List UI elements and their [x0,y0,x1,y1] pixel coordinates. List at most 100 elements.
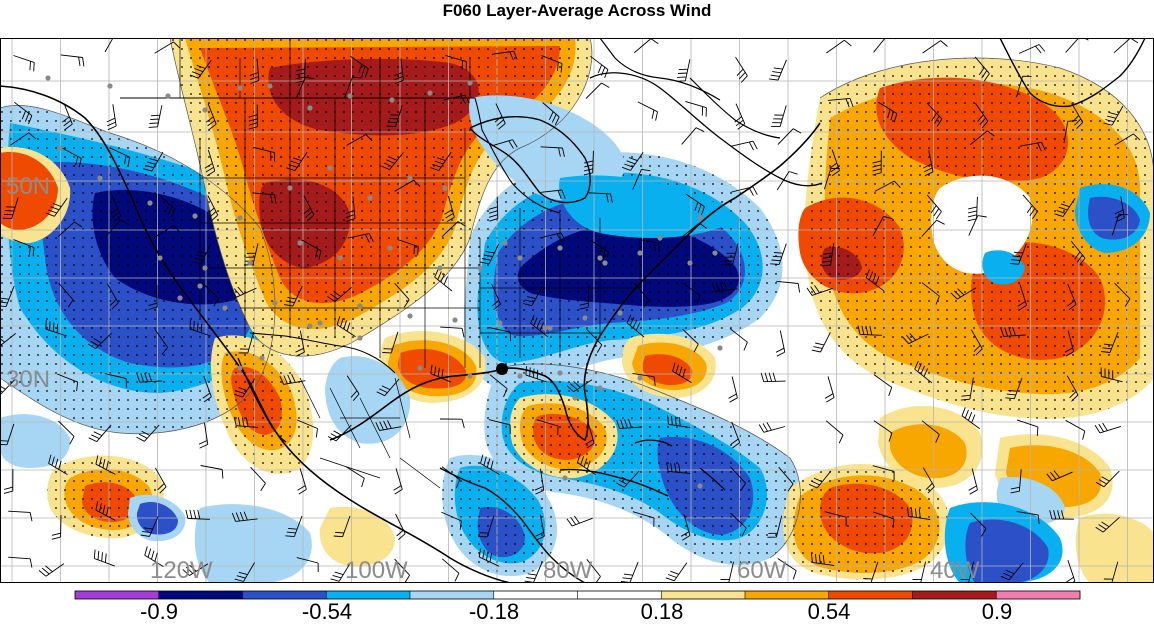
wind-barb [758,422,786,433]
station-dot [387,245,393,251]
station-dot [442,185,448,191]
colorbar-swatch [661,591,746,599]
station-dot [177,295,183,301]
wind-barb [968,215,987,236]
station-dot [287,185,293,191]
wind-barb [491,139,518,149]
wind-barb [344,76,362,98]
station-dot [357,303,363,309]
wind-barb [626,314,645,338]
map-title: F060 Layer-Average Across Wind [442,1,712,20]
wind-barb [579,285,590,310]
border [120,97,561,214]
wind-barb [719,561,735,583]
wind-barb [760,372,786,383]
wind-barb [969,130,995,146]
wind-barb [445,54,467,71]
wind-barb [238,331,255,354]
wind-barb [586,328,603,353]
station-dot [562,475,568,481]
wind-barb [734,103,746,130]
wind-barb [386,105,403,127]
coastline [699,467,726,491]
wind-barb [345,196,356,222]
wind-barb [1000,562,1024,581]
wind-barb [616,470,640,488]
wind-barb [1111,213,1128,236]
station-dot [597,385,603,391]
wind-barb [1100,367,1123,383]
wind-barb [872,511,895,528]
field-contour-light-yellow [319,506,395,567]
wind-barb [633,38,659,54]
wind-barb [1016,419,1039,436]
wind-barb [430,152,452,171]
station-dot [557,245,563,251]
wind-barb [430,364,452,383]
wind-barb [395,513,406,540]
wind-barb [205,103,217,130]
wind-barb [566,379,593,393]
wind-barb [207,195,219,222]
wind-barb [285,515,303,538]
station-dot [712,250,718,256]
wind-barb [13,239,35,257]
colorbar-tick-label: 0.18 [641,599,684,622]
wind-barb [534,468,545,495]
wind-barb [109,147,131,166]
wind-barb [621,152,644,171]
station-dot [247,260,253,266]
wind-barb [0,378,16,396]
wind-barb [681,282,701,304]
station-dot [657,235,663,241]
wind-barb [588,192,613,203]
wind-barb [439,418,465,429]
wind-barb [902,333,929,345]
wind-barb [88,424,112,443]
wind-barb [230,286,257,298]
wind-barb [441,511,462,530]
wind-barb [1009,243,1027,265]
colorbar-swatch [493,591,578,599]
wind-barb [295,330,305,357]
wind-barb [48,454,68,475]
wind-field-map: 50N 30N 120W 100W 80W 60W 40W [0,38,1154,583]
station-dot [502,240,508,246]
wind-barb [327,286,352,302]
colorbar-swatch [158,591,243,599]
wind-barb [441,221,466,238]
colorbar-swatch [326,591,411,599]
wind-barb [775,330,786,357]
wind-barb [297,419,318,438]
wind-barb [1063,120,1077,144]
colorbar-tick-label: 0.9 [982,599,1013,622]
wind-barb [154,467,167,494]
wind-barb [434,268,453,292]
colorbar-swatch [410,591,495,599]
wind-barb [522,286,543,307]
wind-barb [189,60,212,79]
station-dot [202,265,208,271]
wind-barb [38,563,65,577]
wind-barb [1000,326,1026,337]
wind-barb [769,59,787,81]
wind-barb [158,194,176,218]
wind-barb [776,171,798,191]
colorbar-swatch [828,591,913,599]
wind-barb [865,269,885,292]
station-dot [557,370,563,376]
wind-barb [711,281,738,293]
wind-barb [192,243,212,265]
wind-barb [974,56,990,82]
station-dot [637,375,643,381]
colorbar-tick-label: -0.54 [302,599,352,622]
lon-label-80w: 80W [543,557,593,583]
wind-barb [441,558,460,582]
station-dot [437,265,443,271]
colorbar-swatch [577,591,662,599]
wind-barb [279,374,306,385]
wind-barb [104,38,114,53]
wind-barb [0,285,15,308]
station-dot [389,97,395,103]
wind-barb [682,328,699,353]
